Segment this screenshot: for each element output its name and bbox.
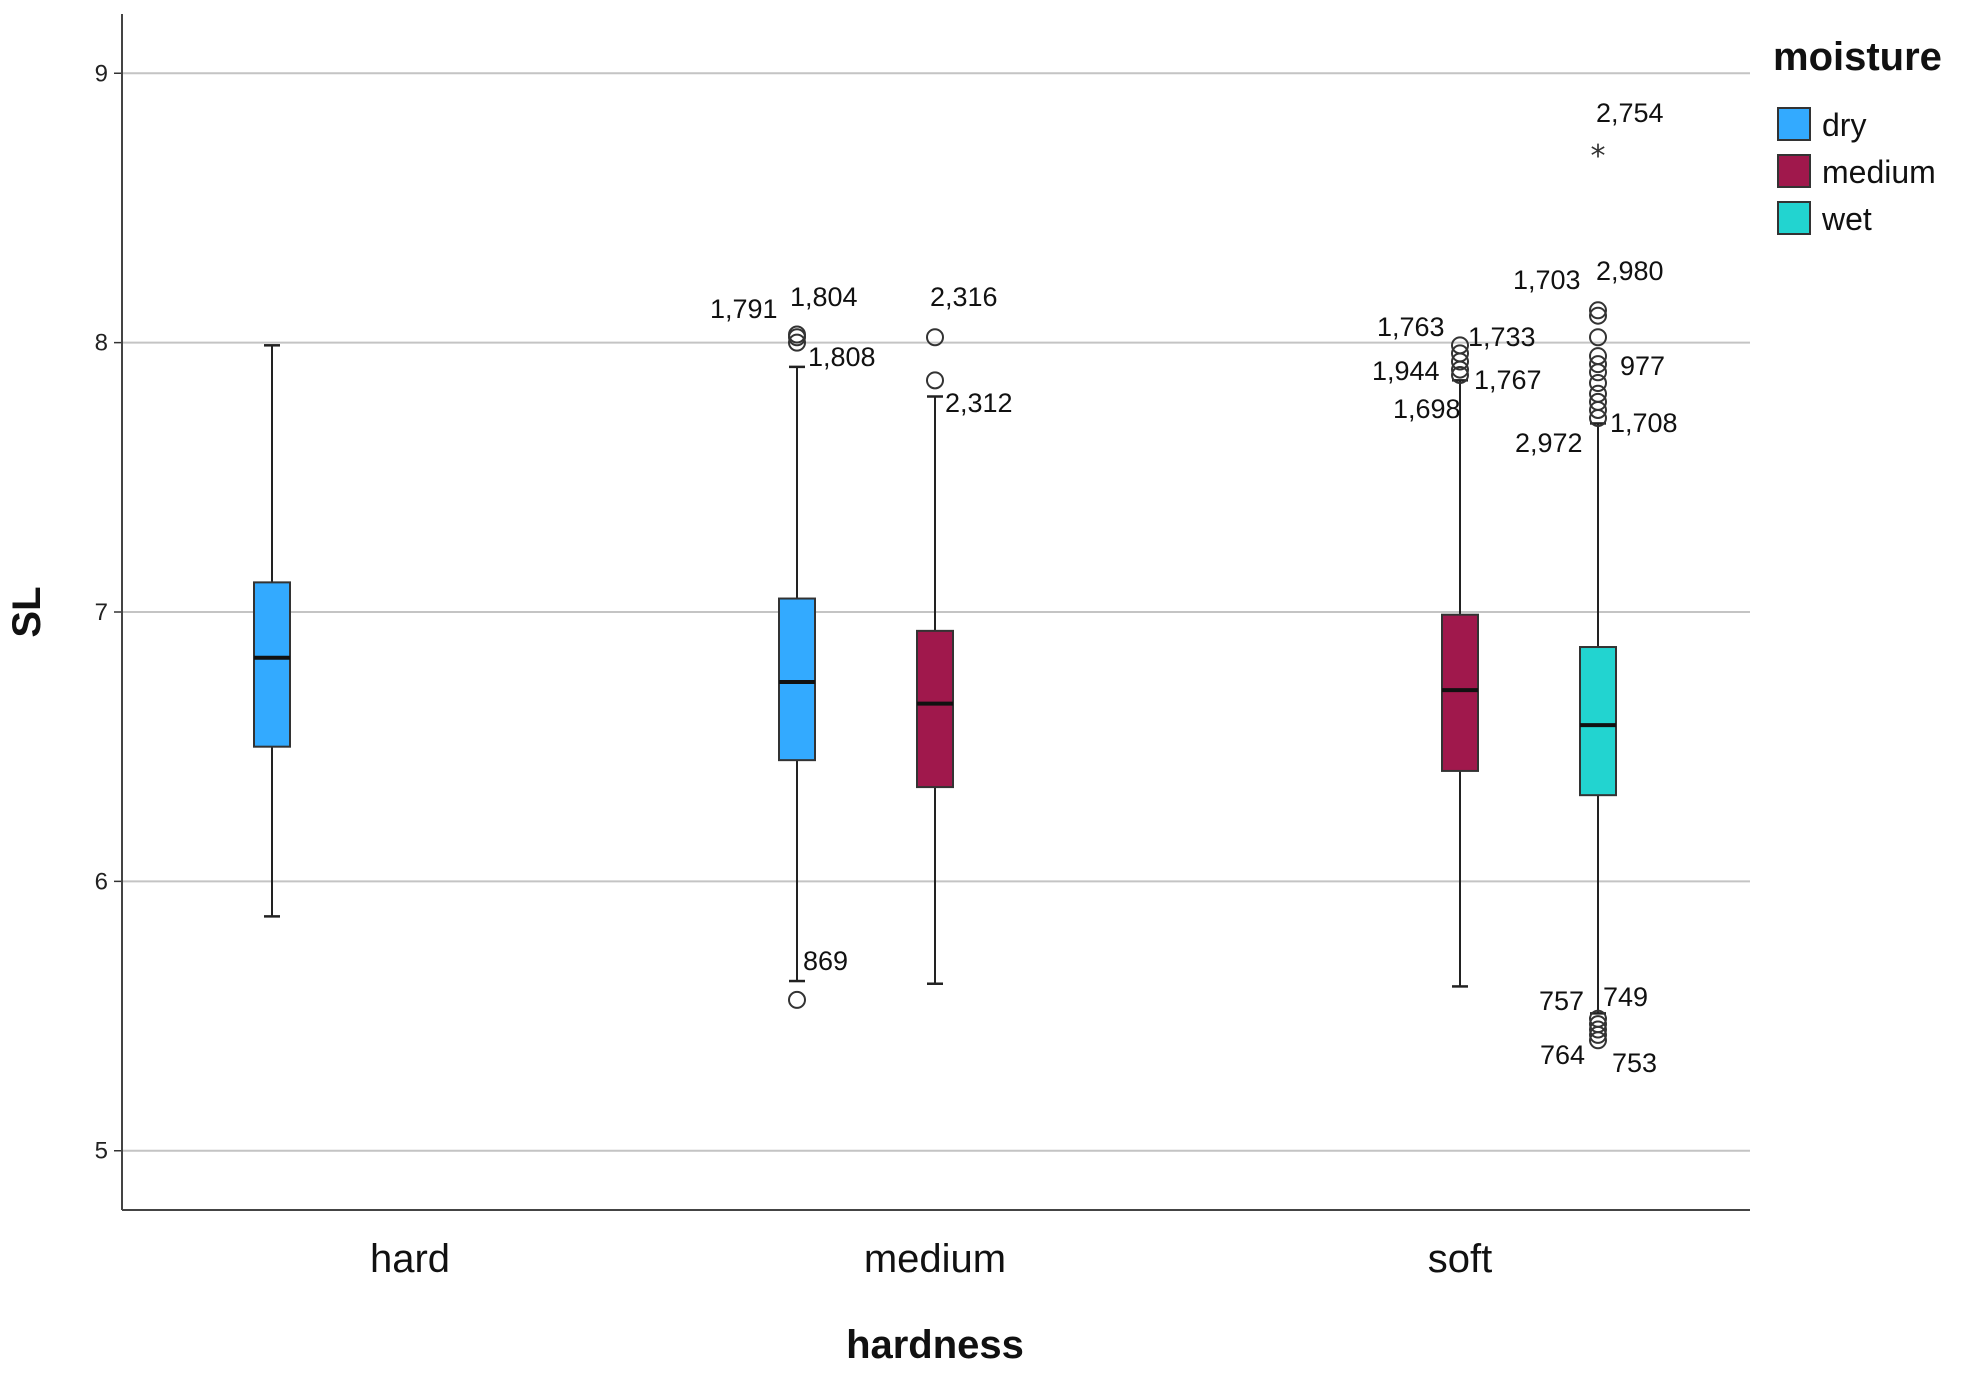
legend-title: moisture [1773, 35, 1942, 79]
outlier-point [1589, 409, 1607, 428]
outlier-label: 1,944 [1372, 356, 1440, 386]
legend-label-medium: medium [1822, 154, 1936, 190]
y-tick-label: 6 [95, 868, 108, 895]
box-soft-wet [1579, 422, 1617, 1015]
outlier-point [788, 333, 806, 352]
outlier-label: 1,708 [1610, 408, 1678, 438]
box-medium-dry [778, 365, 816, 983]
box-iqr [916, 629, 954, 789]
x-axis-title: hardness [846, 1323, 1024, 1367]
x-tick-label-medium: medium [864, 1237, 1006, 1281]
outlier-point [1589, 355, 1607, 374]
outlier-point [1589, 374, 1607, 393]
outlier-label: 2,754 [1596, 98, 1664, 128]
outlier-point [1451, 365, 1469, 384]
y-axis-title: SL [5, 586, 49, 637]
outlier-point [788, 990, 806, 1009]
outlier-label: 1,763 [1377, 312, 1445, 342]
outlier-label: 869 [803, 946, 848, 976]
outlier-label: 1,767 [1474, 365, 1542, 395]
axes [121, 14, 1750, 1211]
box-hard-dry [253, 344, 291, 918]
outlier-point [926, 371, 944, 390]
outlier-label: 2,980 [1596, 256, 1664, 286]
outlier-point [1451, 360, 1469, 379]
box-medium-medium [916, 395, 954, 985]
outlier-label: 1,703 [1513, 265, 1581, 295]
box-iqr [1579, 646, 1617, 797]
outlier-point [1589, 1031, 1607, 1050]
outlier-point [926, 328, 944, 347]
y-tick-label: 7 [95, 599, 108, 626]
outlier-label: 764 [1540, 1040, 1585, 1070]
legend-swatch-wet [1777, 201, 1811, 235]
x-tick-label-soft: soft [1428, 1237, 1492, 1281]
outlier-label: 1,808 [808, 342, 876, 372]
outlier-point [1589, 328, 1607, 347]
y-tick-labels: 5 6 7 8 9 [95, 60, 108, 1164]
outlier-label: 753 [1612, 1048, 1657, 1078]
outlier-label: 1,791 [710, 294, 778, 324]
outlier-label: 2,316 [930, 282, 998, 312]
box-soft-medium [1441, 379, 1479, 988]
y-tick-label: 8 [95, 330, 108, 357]
y-tick-label: 9 [95, 60, 108, 87]
outlier-label: 977 [1620, 351, 1665, 381]
box-iqr [778, 597, 816, 762]
outlier-extreme: * [1591, 139, 1606, 174]
outlier-label: 1,698 [1393, 394, 1461, 424]
outlier-point [1589, 301, 1607, 320]
boxes [253, 344, 1617, 1015]
x-tick-label-hard: hard [370, 1237, 450, 1281]
outlier-label: 2,972 [1515, 428, 1583, 458]
outlier-point [788, 328, 806, 347]
legend-swatch-dry [1777, 107, 1811, 141]
legend-label-dry: dry [1822, 107, 1866, 143]
outliers: * 1,791 1,804 1,808 869 2,316 2,312 1,763 1,733 1… [710, 98, 1678, 1078]
outlier-point [1589, 1025, 1607, 1044]
outlier-label: 749 [1603, 982, 1648, 1012]
x-tick-labels: hard medium soft [370, 1237, 1492, 1281]
outlier-point [1589, 400, 1607, 419]
y-tick-label: 5 [95, 1138, 108, 1165]
outlier-label: 2,312 [945, 388, 1013, 418]
gridlines [114, 72, 1750, 1152]
outlier-point [1451, 352, 1469, 371]
outlier-point [1589, 1020, 1607, 1039]
legend: moisture dry medium wet [1773, 35, 1942, 237]
outlier-point [1589, 363, 1607, 382]
box-iqr [253, 581, 291, 748]
legend-label-wet: wet [1821, 201, 1872, 237]
outlier-point [1589, 306, 1607, 325]
outlier-label: 757 [1539, 986, 1584, 1016]
legend-swatch-medium [1777, 154, 1811, 188]
outlier-label: 1,733 [1468, 322, 1536, 352]
outlier-label: 1,804 [790, 282, 858, 312]
box-iqr [1441, 613, 1479, 772]
